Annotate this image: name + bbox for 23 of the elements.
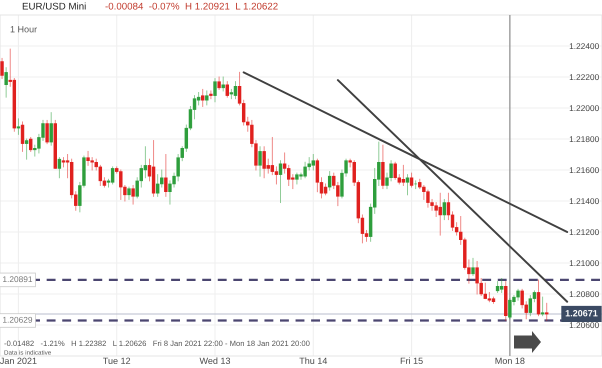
chart-subtitle: -0.00084 -0.07% H 1.20921 L 1.20622	[105, 2, 278, 10]
y-tick-label: 1.21000	[570, 260, 599, 266]
y-tick-label: 1.21600	[570, 167, 599, 174]
annotation: 1 Hour	[10, 26, 37, 32]
chart-title: EUR/USD Mini	[22, 2, 86, 10]
x-tick-label: Tue 12	[103, 358, 130, 364]
x-tick-label: Mon 18	[496, 358, 525, 364]
candlestick	[414, 180, 418, 190]
y-tick-label: 1.22000	[570, 105, 599, 112]
y-tick-label: 1.21800	[570, 136, 599, 142]
x-tick-label: Wed 13	[200, 357, 230, 364]
y-tick-label: 1.20600	[570, 322, 599, 328]
ref-line-label: 1.20629	[3, 316, 32, 323]
ref-line-label: 1.20671	[566, 310, 598, 316]
y-tick-label: 1.20800	[570, 291, 599, 298]
y-tick-label: 1.22400	[570, 43, 599, 50]
y-tick-label: 1.21400	[570, 198, 599, 204]
y-tick-label: 1.22200	[570, 74, 599, 80]
x-tick-label: Fri 15	[400, 357, 423, 364]
x-tick-label: Thu 14	[299, 357, 328, 364]
y-tick-label: 1.21200	[570, 229, 599, 236]
ref-line-label: 1.20891	[3, 276, 32, 282]
x-tick-label: Jan 2021	[0, 358, 37, 364]
